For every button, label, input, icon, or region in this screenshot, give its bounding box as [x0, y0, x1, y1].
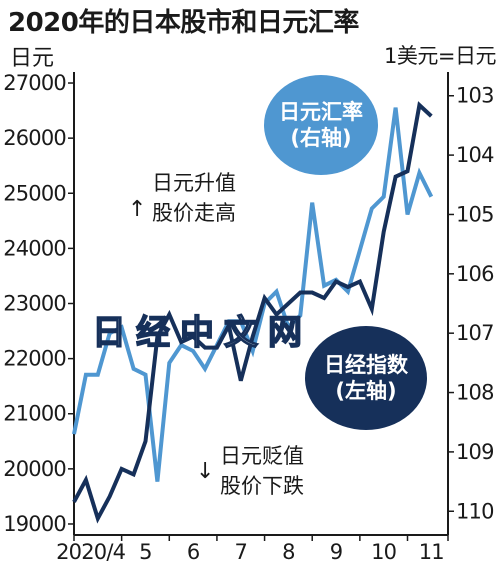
nikkei-badge-axis: (左轴) [335, 379, 397, 403]
left-tick-label: 25000 [3, 181, 66, 205]
annotation-up-line1: 日元升值 [152, 171, 236, 195]
left-tick-label: 27000 [3, 71, 66, 95]
nikkei-badge-label: 日经指数 [324, 352, 408, 377]
right-axis-unit: 1美元=日元 [384, 44, 496, 68]
left-tick-label: 23000 [3, 292, 66, 316]
left-tick-label: 20000 [3, 457, 66, 481]
up-arrow-icon: ↑ [128, 197, 147, 222]
yen-series-badge: 日元汇率 (右轴) [264, 75, 378, 175]
x-tick-label: 8 [282, 540, 295, 561]
left-tick-label: 19000 [3, 512, 66, 536]
yen-rise-annotation: 日元升值 股价走高 [152, 168, 236, 228]
x-tick-label: 9 [330, 540, 343, 561]
right-tick-label: 108 [456, 381, 494, 405]
right-tick-label: 107 [456, 321, 494, 345]
right-tick-label: 109 [456, 440, 494, 464]
annotation-down-line1: 日元贬值 [220, 444, 304, 468]
right-tick-label: 103 [456, 84, 494, 108]
left-tick-label: 22000 [3, 347, 66, 371]
left-tick-label: 26000 [3, 126, 66, 150]
right-tick-label: 110 [456, 499, 494, 523]
annotation-down-line2: 股价下跌 [220, 474, 304, 498]
yen-badge-axis: (右轴) [290, 126, 352, 150]
nikkei-index-line [72, 101, 433, 524]
chart-title: 2020年的日本股市和日元汇率 [8, 8, 359, 38]
left-axis-unit: 日元 [10, 46, 55, 71]
yen-badge-label: 日元汇率 [279, 99, 363, 124]
x-tick-label: 7 [234, 540, 247, 561]
x-tick-label: 10 [371, 540, 396, 561]
yen-rate-line [72, 107, 434, 482]
left-tick-label: 24000 [3, 236, 66, 260]
x-tick-label: 5 [139, 540, 152, 561]
right-tick-label: 105 [456, 202, 494, 226]
nikkei-series-badge: 日经指数 (左轴) [305, 326, 427, 430]
annotation-up-line2: 股价走高 [152, 201, 236, 225]
left-tick-label: 21000 [3, 402, 66, 426]
watermark-text: 日经中文网 [91, 312, 312, 354]
x-tick-label: 6 [187, 540, 200, 561]
down-arrow-icon: ↓ [196, 459, 215, 484]
yen-fall-annotation: 日元贬值 股价下跌 [220, 441, 304, 501]
right-tick-label: 104 [456, 143, 494, 167]
x-tick-label: 11 [419, 540, 444, 561]
x-tick-label: 2020/4 [56, 540, 126, 561]
right-tick-label: 106 [456, 262, 494, 286]
